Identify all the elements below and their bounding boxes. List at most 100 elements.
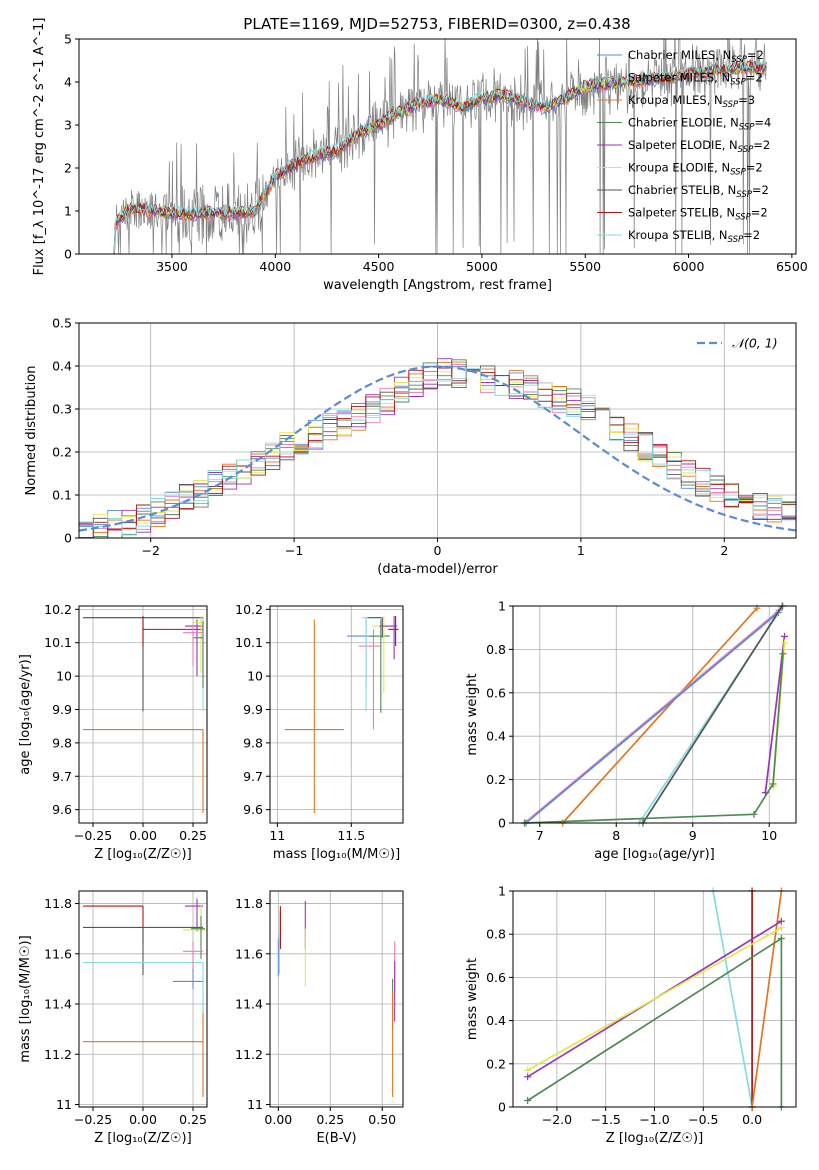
panel-residuals: −2 −1 0 1 2 0 0.1 0.2 0.3 0.4 0.5 (data-model)/erro… — [24, 316, 797, 577]
x-tick-label: 1 — [577, 543, 585, 558]
x-axis-label: mass [log₁₀(M/M☉)] — [273, 847, 400, 862]
y-tick-label: 0 — [498, 816, 506, 831]
series-marker — [777, 935, 785, 943]
spectrum-legend: Chabrier MILES, NSSP=2 Salpeter MILES, NS… — [597, 48, 771, 245]
series-marker — [777, 924, 785, 932]
axes-frame — [269, 890, 404, 1108]
y-axis-label: mass weight — [465, 958, 480, 1040]
x-tick-label: 0.25 — [316, 1112, 344, 1127]
y-tick-label: 0.2 — [486, 772, 506, 787]
x-tick-label: 9 — [689, 828, 697, 843]
y-tick-label: 10.1 — [235, 635, 263, 650]
series-marker — [750, 810, 758, 818]
point-salpeter_elodie — [185, 898, 203, 932]
x-tick-label: 4500 — [363, 259, 395, 274]
y-tick-label: 9.7 — [243, 769, 263, 784]
point-chabrier_stelib — [367, 617, 383, 638]
errorbar-plot-area — [83, 898, 207, 1097]
y-tick-label: 11 — [56, 1097, 72, 1112]
legend-entry: Chabrier ELODIE, NSSP=4 — [628, 116, 771, 133]
legend-entry: Kroupa STELIB, NSSP=2 — [628, 228, 760, 245]
y-tick-label: 0.5 — [52, 316, 72, 331]
legend-entry: 𝒩(0, 1) — [732, 336, 778, 351]
x-tick-label: 0.00 — [129, 1112, 157, 1127]
y-tick-label: 1 — [498, 884, 506, 899]
x-axis-label: Z [log₁₀(Z/Z☉)] — [94, 847, 191, 862]
point-kroupa_elodie — [193, 616, 203, 673]
massweight-plot-area — [524, 887, 785, 1111]
x-tick-label: −1.0 — [639, 1112, 669, 1127]
spectrum-plot-area — [113, 39, 768, 254]
y-tick-label: 0.1 — [52, 488, 72, 503]
point-chabrier_elodie — [193, 621, 204, 688]
x-tick-label: 6000 — [673, 259, 705, 274]
y-tick-label: 10.2 — [44, 602, 72, 617]
y-tick-label: 9.8 — [52, 735, 72, 750]
series-kroupa_miles — [562, 607, 758, 824]
errorbar-plot-area — [83, 616, 204, 813]
point-chabrier_miles — [173, 968, 203, 989]
hist-kroupa_stelib — [79, 368, 796, 536]
y-tick-label: 10 — [247, 669, 263, 684]
x-tick-label: 0.50 — [368, 1112, 396, 1127]
point-salpeter_stelib — [388, 616, 399, 647]
x-tick-label: 5500 — [569, 259, 601, 274]
series-kroupa_miles — [751, 890, 783, 1108]
x-tick-label: 0.0 — [742, 1112, 762, 1127]
legend-entry: Kroupa MILES, NSSP=3 — [628, 93, 755, 110]
x-tick-label: 8 — [612, 828, 620, 843]
errorbar-plot-area — [277, 901, 396, 1097]
x-axis-label: E(B-V) — [316, 1131, 356, 1146]
y-tick-label: 0 — [498, 1100, 506, 1115]
series-chabrier_stelib — [642, 605, 783, 824]
model-spectrum-salpeter_stelib — [113, 58, 767, 254]
y-tick-label: 0.6 — [486, 970, 506, 985]
y-tick-label: 0 — [64, 531, 72, 546]
x-tick-label: 0.00 — [129, 828, 157, 843]
point-kroupa_miles — [284, 619, 344, 813]
series-chabrier_miles — [525, 611, 779, 824]
axes-frame — [78, 605, 208, 824]
point-kroupa_stelib — [83, 962, 204, 1013]
y-axis-label: Flux [f_λ 10^-17 erg cm^-2 s^-1 A^-1] — [32, 18, 47, 276]
panel-massweight-vs-age: 7 8 9 10 0 0.2 0.4 0.6 0.8 1 age [log₁₀(age/yr)] ma… — [465, 599, 797, 862]
x-tick-label: 5000 — [466, 259, 498, 274]
x-axis-label: wavelength [Angstrom, rest frame] — [323, 278, 552, 293]
y-tick-label: 10 — [56, 669, 72, 684]
y-tick-label: 9.8 — [243, 735, 263, 750]
series-marker — [524, 1097, 532, 1105]
series-salpeter_elodie — [764, 636, 786, 793]
point-salpeter_miles — [183, 941, 203, 972]
point-salpeter_elodie — [379, 616, 398, 660]
y-tick-label: 1 — [64, 204, 72, 219]
axes-frame — [269, 605, 404, 824]
x-tick-label: 4000 — [259, 259, 291, 274]
y-tick-label: 11.4 — [44, 997, 72, 1012]
y-tick-label: 0.2 — [52, 445, 72, 460]
y-axis-label: mass weight — [465, 673, 480, 755]
x-tick-label: 2 — [720, 543, 728, 558]
y-tick-label: 5 — [64, 32, 72, 47]
y-tick-label: 0 — [64, 247, 72, 262]
y-axis-label: mass [log₁₀(M/M☉)] — [18, 935, 33, 1062]
normal-curve — [78, 365, 797, 532]
series-kroupa_elodie — [527, 926, 782, 1072]
legend-entry: Chabrier STELIB, NSSP=2 — [628, 183, 769, 200]
axes-frame — [512, 890, 797, 1108]
errorbar-plot-area — [284, 616, 399, 813]
x-tick-label: −1.5 — [591, 1112, 621, 1127]
point-kroupa_elodie — [183, 904, 207, 956]
y-tick-label: 0.8 — [486, 927, 506, 942]
series-marker — [781, 639, 789, 647]
legend-entry: Kroupa ELODIE, NSSP=2 — [628, 161, 763, 178]
point-kroupa_stelib — [361, 617, 381, 712]
y-tick-label: 11.2 — [44, 1047, 72, 1062]
point-chabrier_stelib — [83, 926, 203, 976]
x-axis-label: Z [log₁₀(Z/Z☉)] — [606, 1131, 703, 1146]
y-tick-label: 9.6 — [243, 802, 263, 817]
x-tick-label: 10 — [761, 828, 777, 843]
y-tick-label: 9.6 — [52, 802, 72, 817]
figure-title: PLATE=1169, MJD=52753, FIBERID=0300, z=0… — [243, 15, 630, 33]
x-tick-label: −0.25 — [74, 828, 112, 843]
point-salpeter_miles — [183, 626, 203, 667]
